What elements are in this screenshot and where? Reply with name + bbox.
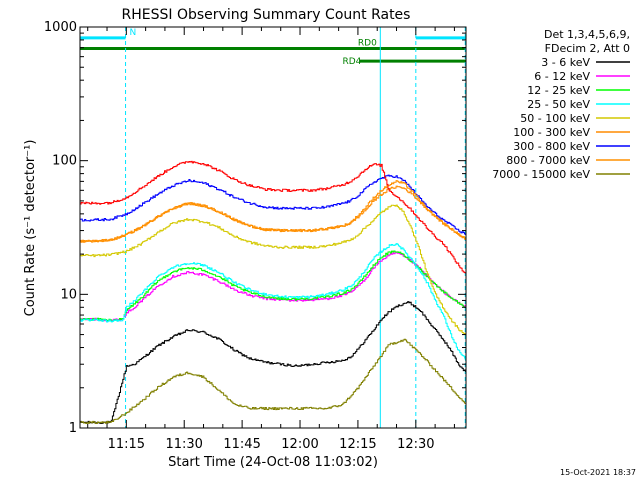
legend: Det 1,3,4,5,6,9,FDecim 2, Att 03 - 6 keV… [492,28,630,181]
plot-frame [79,26,467,429]
state-bar-label-rd4: RD4 [342,57,361,67]
chart-title: RHESSI Observing Summary Count Rates [122,7,411,23]
y-tick-label: 1 [69,421,77,436]
legend-entry-label: 6 - 12 keV [534,70,590,83]
legend-entry-label: 25 - 50 keV [527,98,590,111]
series-line-1 [80,251,467,322]
x-tick-label: 12:00 [281,437,318,452]
series-line-0 [80,301,467,424]
y-tick-label: 100 [52,154,77,169]
axes: 1 10 100 1000 11:15 11:30 11:45 12:00 12:15 12:30 [44,20,466,452]
plot-area: N RD0 RD4 [79,27,467,428]
series-line-7 [80,180,467,243]
state-bar-label-rd0: RD0 [358,39,377,49]
legend-entry-label: 800 - 7000 keV [506,154,590,167]
x-tick-label: 11:15 [108,437,145,452]
legend-entry-label: 100 - 300 keV [513,126,590,139]
legend-entry-label: 3 - 6 keV [541,56,590,69]
y-tick-label: 1000 [44,20,77,35]
footer-date: 15-Oct-2021 18:37 [560,468,636,477]
series-line-9 [80,160,467,274]
legend-entry-label: 7000 - 15000 keV [492,168,590,181]
x-tick-label: 12:15 [339,437,376,452]
y-tick-label: 10 [60,287,77,302]
x-tick-label: 12:30 [397,437,434,452]
legend-header-line: FDecim 2, Att 0 [545,42,630,55]
series-line-4 [80,204,467,335]
legend-entry-label: 12 - 25 keV [527,84,590,97]
series-line-3 [80,243,467,361]
x-tick-label: 11:30 [165,437,202,452]
y-axis-label: Count Rate (s⁻¹ detector⁻¹) [23,140,38,317]
x-axis-label: Start Time (24-Oct-08 11:03:02) [168,455,378,470]
x-tick-label: 11:45 [223,437,260,452]
series-line-6 [80,174,467,235]
state-bar-label-n: N [130,28,137,38]
legend-entry-label: 50 - 100 keV [520,112,590,125]
series-line-8 [80,338,467,424]
series-line-2 [80,250,467,322]
legend-header-line: Det 1,3,4,5,6,9, [544,28,630,41]
legend-entry-label: 300 - 800 keV [513,140,590,153]
